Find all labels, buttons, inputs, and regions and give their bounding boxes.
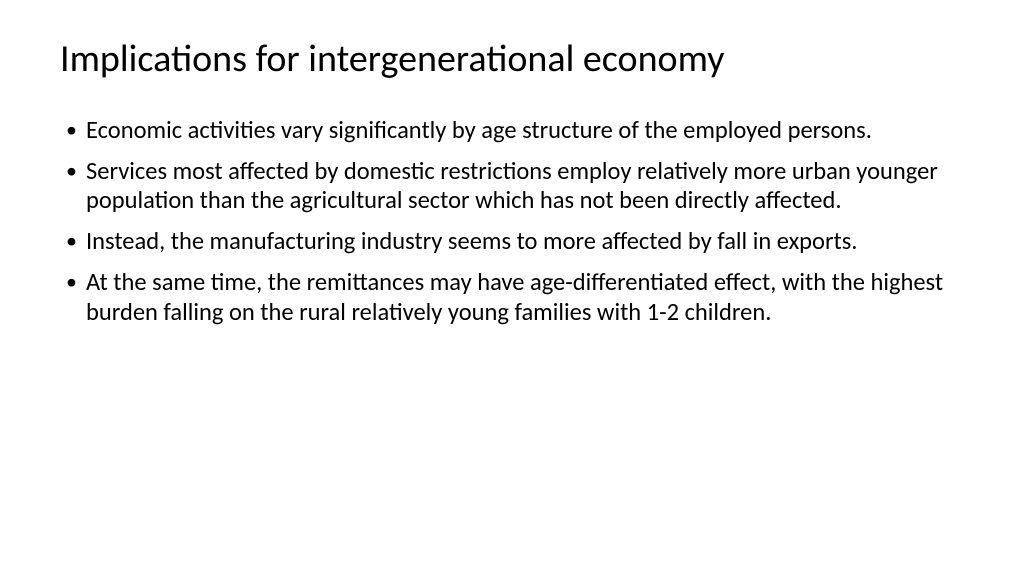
list-item: Economic activities vary significantly b… — [60, 116, 964, 146]
slide-title: Implications for intergenerational econo… — [60, 38, 964, 82]
slide: Implications for intergenerational econo… — [0, 0, 1024, 576]
list-item: Services most affected by domestic restr… — [60, 157, 964, 217]
bullet-list: Economic activities vary significantly b… — [60, 116, 964, 328]
list-item: Instead, the manufacturing industry seem… — [60, 227, 964, 257]
list-item: At the same time, the remittances may ha… — [60, 268, 964, 328]
